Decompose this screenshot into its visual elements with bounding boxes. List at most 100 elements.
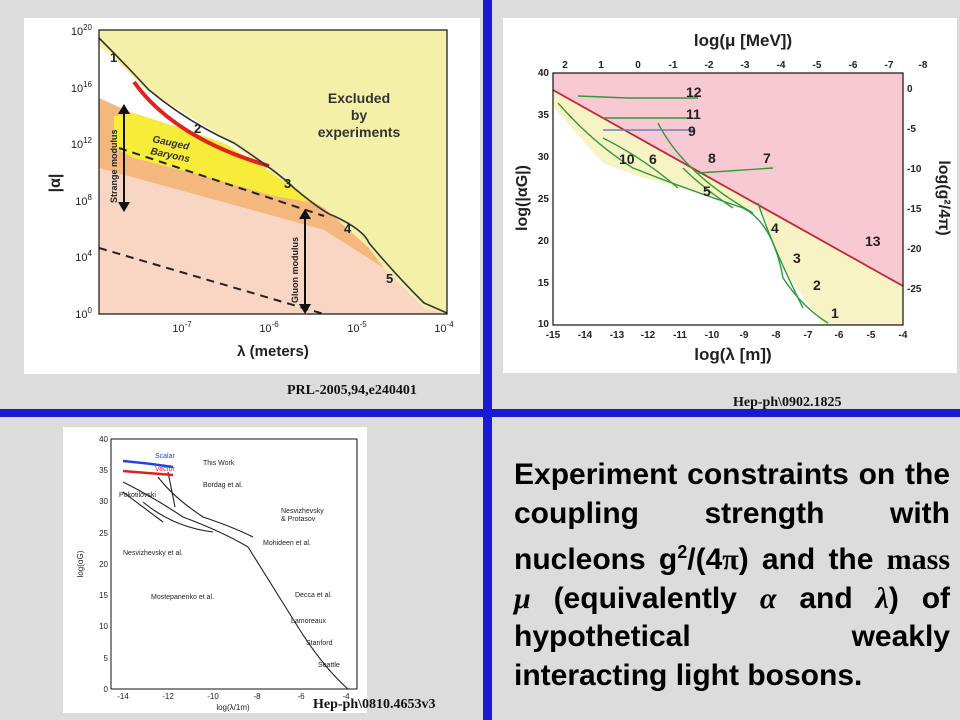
svg-text:-7: -7 [804,330,813,341]
svg-text:-20: -20 [907,244,922,255]
gauged-baryons-curve [132,80,270,168]
svg-text:2: 2 [562,60,568,71]
caption-bottom-left: Hep-ph\0810.4653v3 [313,697,436,712]
svg-text:-12: -12 [641,330,656,341]
svg-text:-8: -8 [919,60,928,71]
svg-text:10-6: 10-6 [259,320,279,335]
strange-modulus-label: Strange modulus [109,129,119,203]
svg-text:20: 20 [538,236,550,247]
svg-text:1016: 1016 [71,80,93,95]
svg-text:-14: -14 [117,692,129,701]
svg-text:5: 5 [703,183,711,199]
chart-prl-2005: 1 2 3 4 5 Excluded by experiments Gauged… [24,18,480,374]
svg-text:20: 20 [99,560,108,569]
svg-text:13: 13 [865,233,881,249]
svg-text:11: 11 [686,106,701,122]
horizontal-divider [0,409,960,417]
x2-axis-label: log(μ [MeV]) [694,31,792,50]
svg-text:& Protasov: & Protasov [281,516,316,523]
x-axis-label: λ (meters) [237,343,309,360]
svg-text:-2: -2 [705,60,714,71]
svg-text:-4: -4 [777,60,786,71]
svg-text:Decca et al.: Decca et al. [295,592,332,599]
svg-text:10-4: 10-4 [434,320,454,335]
svg-text:100: 100 [75,306,92,321]
svg-text:10-7: 10-7 [172,320,192,335]
svg-text:-6: -6 [849,60,858,71]
svg-text:10: 10 [538,319,550,330]
svg-text:10-5: 10-5 [347,320,367,335]
y2-axis-label: log(g²/4π) [935,160,952,235]
svg-text:-15: -15 [907,204,922,215]
gluon-modulus-label: Gluon modulus [290,237,300,303]
svg-text:4: 4 [771,220,779,236]
svg-text:Scalar: Scalar [155,453,176,460]
svg-text:-12: -12 [162,692,174,701]
scalar-curve [122,459,174,469]
svg-text:40: 40 [99,435,108,444]
x-axis-label: log(λ/1m) [216,703,250,712]
svg-text:1020: 1020 [71,23,93,38]
svg-text:-6: -6 [297,692,305,701]
svg-text:1: 1 [598,60,604,71]
svg-text:-10: -10 [705,330,720,341]
svg-text:12: 12 [686,84,702,100]
svg-text:-3: -3 [741,60,750,71]
svg-text:3: 3 [793,250,801,266]
svg-text:-1: -1 [669,60,678,71]
svg-text:35: 35 [538,110,550,121]
svg-text:30: 30 [99,497,108,506]
svg-text:-4: -4 [342,692,350,701]
svg-text:-14: -14 [578,330,593,341]
svg-text:-10: -10 [907,164,922,175]
curve-label-4: 4 [344,221,352,236]
svg-text:2: 2 [813,277,821,293]
x-axis-label: log(λ [m]) [694,345,771,364]
statement-text: Experiment constraints on the coupling s… [514,458,951,692]
svg-text:-5: -5 [867,330,876,341]
svg-text:-9: -9 [740,330,749,341]
curve-label-3: 3 [284,176,291,191]
svg-text:5: 5 [104,654,109,663]
vertical-divider [483,0,492,720]
y-axis-label: log(αG) [76,550,85,577]
svg-text:10: 10 [619,151,635,167]
svg-text:-13: -13 [610,330,625,341]
svg-text:-5: -5 [907,124,916,135]
svg-text:-15: -15 [546,330,561,341]
svg-text:30: 30 [538,152,550,163]
svg-text:108: 108 [75,193,92,208]
svg-text:Bordag et al.: Bordag et al. [203,482,243,489]
svg-text:Nesvizhevsky et al.: Nesvizhevsky et al. [123,550,183,557]
svg-text:Nesvizhevsky: Nesvizhevsky [281,508,324,515]
svg-text:-7: -7 [885,60,894,71]
excluded-label: Excluded [328,90,390,106]
svg-text:7: 7 [763,150,771,166]
svg-text:1012: 1012 [71,136,93,151]
chart-hep-ph-0810-4653v3: Scalar Vector This Work Bordag et al. Po… [63,427,367,713]
svg-text:0: 0 [104,685,109,694]
svg-text:10: 10 [99,622,108,631]
svg-text:Stanford: Stanford [306,640,333,647]
svg-text:-10: -10 [207,692,219,701]
excluded-region [553,73,903,286]
svg-text:40: 40 [538,68,550,79]
curve-label-1: 1 [110,50,117,65]
svg-text:6: 6 [649,151,657,167]
svg-text:15: 15 [99,591,108,600]
svg-text:15: 15 [538,278,550,289]
caption-top-right: Hep-ph\0902.1825 [733,395,842,410]
svg-text:-4: -4 [899,330,908,341]
excluded-line [553,89,903,287]
svg-text:25: 25 [99,529,108,538]
svg-text:Mostepanenko et al.: Mostepanenko et al. [151,594,214,601]
svg-text:This Work: This Work [203,460,235,467]
svg-text:Pokotilovski: Pokotilovski [119,492,156,499]
svg-text:experiments: experiments [318,124,401,140]
svg-text:Seattle: Seattle [318,662,340,669]
allowed-region [553,90,903,325]
gluon-region [99,168,447,314]
svg-text:0: 0 [635,60,641,71]
y-axis-label: |α| [47,174,64,193]
